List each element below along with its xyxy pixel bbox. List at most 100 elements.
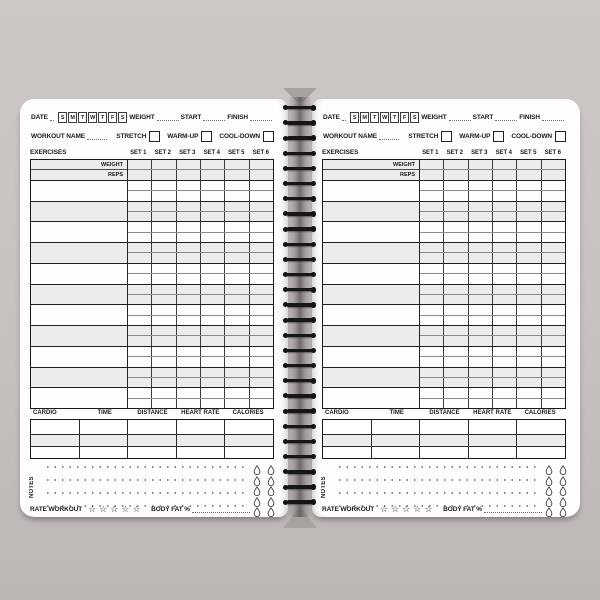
warm-up-checkbox[interactable] <box>493 131 505 142</box>
set-cell[interactable] <box>128 191 151 200</box>
set-cell[interactable] <box>224 357 248 367</box>
cardio-cell[interactable] <box>323 447 371 458</box>
set-cell[interactable] <box>540 326 565 336</box>
set-cell[interactable] <box>540 305 565 315</box>
set-cell[interactable] <box>128 222 151 231</box>
set-cell[interactable] <box>491 284 516 294</box>
notes-dotted-line[interactable] <box>47 492 249 494</box>
water-drop-icon[interactable] <box>267 494 275 507</box>
warm-up-checkbox[interactable] <box>201 131 213 142</box>
notes-dotted-line[interactable] <box>339 492 541 494</box>
set-cell[interactable] <box>175 201 200 211</box>
set-cell[interactable] <box>516 357 540 367</box>
set-cell[interactable] <box>224 253 248 263</box>
set-cell[interactable] <box>224 191 248 201</box>
set-cell[interactable] <box>248 357 273 367</box>
cardio-cell[interactable] <box>516 420 565 434</box>
cardio-cell[interactable] <box>175 420 225 434</box>
finish-entry-line[interactable] <box>250 112 272 121</box>
set-cell[interactable] <box>443 201 467 211</box>
star-icon[interactable]: ☆ <box>413 503 425 514</box>
set-cell[interactable] <box>491 170 516 180</box>
cardio-cell[interactable] <box>370 420 420 434</box>
set-cell[interactable] <box>199 315 224 325</box>
set-cell[interactable] <box>516 160 540 170</box>
star-icon[interactable]: ☆ <box>132 503 144 514</box>
weight-entry-line[interactable] <box>156 112 179 121</box>
set-cell[interactable] <box>467 326 492 336</box>
set-cell[interactable] <box>420 160 443 169</box>
set-cell[interactable] <box>128 181 151 190</box>
set-cell[interactable] <box>151 336 175 346</box>
set-cell[interactable] <box>420 326 443 335</box>
set-cell[interactable] <box>199 326 224 336</box>
notes-dotted-line[interactable] <box>339 505 541 507</box>
set-cell[interactable] <box>151 222 175 232</box>
set-cell[interactable] <box>516 377 540 388</box>
day-box[interactable]: T <box>370 112 380 123</box>
set-cell[interactable] <box>224 160 248 170</box>
set-cell[interactable] <box>491 367 516 377</box>
set-cell[interactable] <box>491 201 516 211</box>
set-cell[interactable] <box>128 264 151 273</box>
set-cell[interactable] <box>443 326 467 336</box>
cardio-cell[interactable] <box>224 446 273 458</box>
set-cell[interactable] <box>199 305 224 315</box>
star-icon[interactable]: ☆ <box>402 503 414 514</box>
set-cell[interactable] <box>467 253 492 263</box>
start-entry-line[interactable] <box>495 112 518 121</box>
set-cell[interactable] <box>516 191 540 201</box>
set-cell[interactable] <box>151 367 175 377</box>
set-cell[interactable] <box>199 232 224 242</box>
day-box[interactable]: F <box>108 112 118 123</box>
water-drop-icon[interactable] <box>267 462 275 475</box>
cardio-cell[interactable] <box>31 435 79 446</box>
set-cell[interactable] <box>420 202 443 211</box>
set-cell[interactable] <box>128 285 151 294</box>
cardio-cell[interactable] <box>78 446 128 458</box>
set-cell[interactable] <box>175 170 200 180</box>
set-cell[interactable] <box>443 294 467 305</box>
set-cell[interactable] <box>199 377 224 388</box>
set-cell[interactable] <box>420 181 443 190</box>
start-entry-line[interactable] <box>203 112 226 121</box>
cardio-cell[interactable] <box>323 435 371 446</box>
set-cell[interactable] <box>128 274 151 283</box>
cardio-cell[interactable] <box>467 420 517 434</box>
set-cell[interactable] <box>175 253 200 263</box>
set-cell[interactable] <box>443 180 467 191</box>
set-cell[interactable] <box>199 263 224 274</box>
set-cell[interactable] <box>128 388 151 397</box>
set-cell[interactable] <box>443 243 467 253</box>
set-cell[interactable] <box>175 274 200 284</box>
set-cell[interactable] <box>151 388 175 398</box>
set-cell[interactable] <box>248 388 273 398</box>
set-cell[interactable] <box>443 284 467 294</box>
set-cell[interactable] <box>491 326 516 336</box>
set-cell[interactable] <box>175 377 200 388</box>
cool-down-checkbox[interactable] <box>263 131 274 142</box>
set-cell[interactable] <box>199 170 224 180</box>
set-cell[interactable] <box>491 346 516 357</box>
cardio-cell[interactable] <box>516 434 565 446</box>
set-cell[interactable] <box>175 160 200 170</box>
set-cell[interactable] <box>248 294 273 305</box>
set-cell[interactable] <box>467 263 492 274</box>
water-drop-icon[interactable] <box>545 473 553 486</box>
exercise-name-cell[interactable] <box>323 305 420 325</box>
day-box[interactable]: T <box>390 112 400 123</box>
set-cell[interactable] <box>443 377 467 388</box>
set-cell[interactable] <box>224 377 248 388</box>
set-cell[interactable] <box>248 243 273 253</box>
set-cell[interactable] <box>128 160 151 169</box>
set-cell[interactable] <box>443 398 467 408</box>
set-cell[interactable] <box>128 253 151 262</box>
set-cell[interactable] <box>175 211 200 222</box>
exercise-name-cell[interactable] <box>31 222 128 242</box>
day-box[interactable]: F <box>400 112 410 123</box>
set-cell[interactable] <box>175 263 200 274</box>
set-cell[interactable] <box>128 378 151 387</box>
set-cell[interactable] <box>540 367 565 377</box>
set-cell[interactable] <box>516 232 540 242</box>
set-cell[interactable] <box>467 232 492 242</box>
